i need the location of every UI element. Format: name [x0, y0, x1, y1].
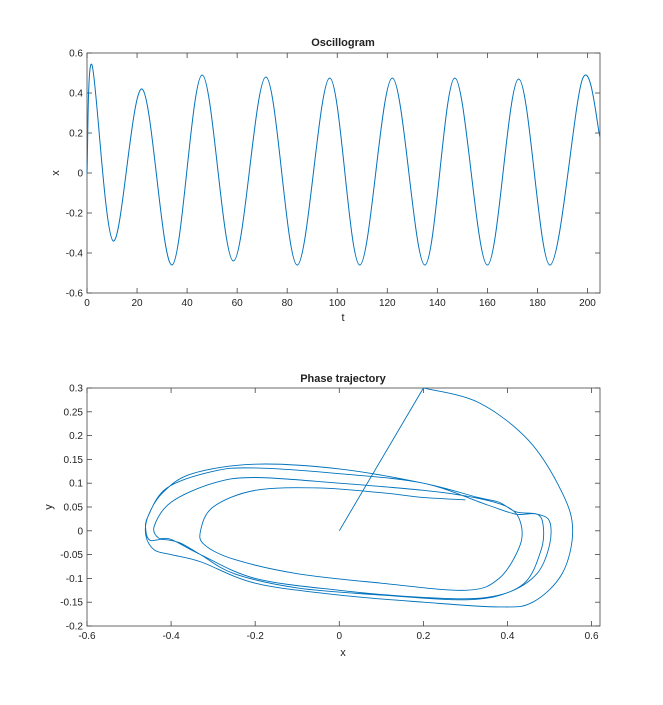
oscillogram-ytick-label: -0.6: [66, 289, 84, 300]
phase-ytick-label: 0.05: [64, 503, 84, 514]
oscillogram-ytick-label: -0.4: [66, 249, 84, 260]
oscillogram-xtick-label: 160: [479, 298, 496, 309]
phase-xtick-label: 0.2: [416, 631, 430, 642]
phase-ytick-label: 0.3: [69, 384, 83, 395]
phase-xtick-label: 0.6: [585, 631, 599, 642]
oscillogram-series-line: [86, 63, 601, 266]
phase-xtick-label: -0.6: [78, 631, 96, 642]
oscillogram-xtick-label: 80: [282, 298, 294, 309]
oscillogram-ytick-label: 0: [77, 169, 83, 180]
oscillogram-xtick-label: 180: [529, 298, 546, 309]
oscillogram-xtick-label: 60: [232, 298, 244, 309]
phase-ytick-label: -0.15: [60, 598, 83, 609]
phase-trajectory-segment: [338, 387, 424, 532]
oscillogram-xtick-label: 100: [329, 298, 346, 309]
phase-xtick-label: 0.4: [501, 631, 515, 642]
phase-title: Phase trajectory: [300, 373, 386, 385]
phase-ytick-label: 0.25: [64, 407, 84, 418]
phase-ytick-label: -0.1: [66, 574, 84, 585]
oscillogram-xlabel: t: [341, 312, 344, 324]
oscillogram-xtick-label: 20: [131, 298, 143, 309]
phase-xtick-label: -0.4: [162, 631, 180, 642]
oscillogram-ytick-label: 0.2: [69, 129, 83, 140]
phase-ytick-label: -0.05: [60, 550, 83, 561]
phase-ylabel: y: [43, 504, 55, 510]
phase-ytick-label: 0.2: [69, 431, 83, 442]
phase-xlabel: x: [340, 647, 346, 659]
phase-axes-box: [86, 387, 601, 627]
phase-xtick-label: -0.2: [247, 631, 265, 642]
oscillogram-title: Oscillogram: [311, 37, 375, 49]
phase-ytick-label: 0.15: [64, 455, 84, 466]
phase-ytick-label: 0.1: [69, 479, 83, 490]
phase-xtick-label: 0: [337, 631, 343, 642]
oscillogram-xtick-label: 40: [182, 298, 194, 309]
phase-trajectory-segment: [144, 387, 574, 608]
oscillogram-ylabel: x: [50, 170, 62, 176]
oscillogram-ytick-label: 0.6: [69, 49, 83, 60]
oscillogram-xtick-label: 0: [84, 298, 90, 309]
phase-ytick-label: -0.2: [66, 622, 84, 633]
oscillogram-xtick-label: 120: [379, 298, 396, 309]
oscillogram-ytick-label: -0.2: [66, 209, 84, 220]
oscillogram-xtick-label: 200: [579, 298, 596, 309]
oscillogram-ytick-label: 0.4: [69, 89, 83, 100]
oscillogram-xtick-label: 140: [429, 298, 446, 309]
phase-ytick-label: 0: [77, 526, 83, 537]
